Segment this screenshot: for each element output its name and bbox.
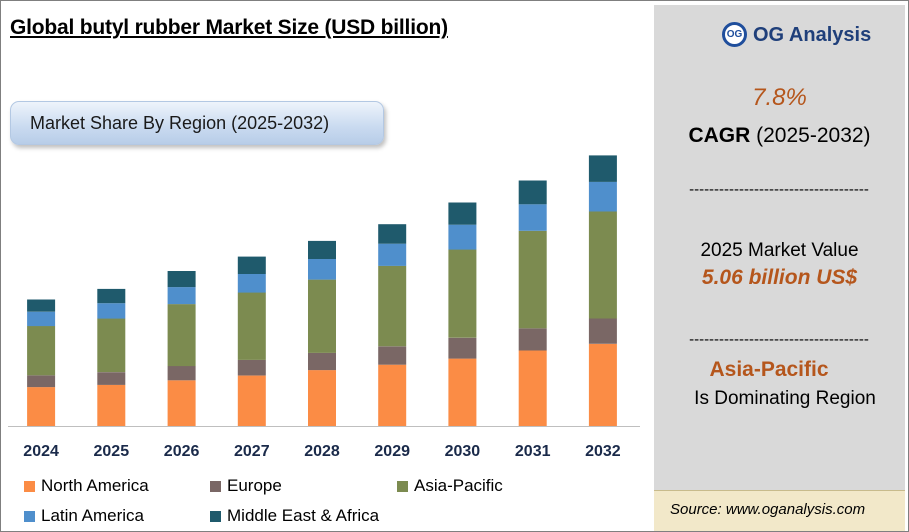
- bar-2028-asia-pacific: [308, 279, 336, 353]
- legend-label: North America: [41, 476, 149, 495]
- bar-2024-north-america: [27, 387, 56, 426]
- bar-2032-middle-east-africa: [588, 155, 617, 182]
- bar-2029-middle-east-africa: [378, 224, 407, 244]
- bar-2031-middle-east-africa: [518, 180, 547, 205]
- legend-label: Asia-Pacific: [414, 476, 503, 495]
- bar-2025-europe: [97, 372, 126, 385]
- bar-2031-latin-america: [518, 204, 547, 231]
- bar-2025-asia-pacific: [97, 318, 126, 373]
- logo-text: OG Analysis: [753, 24, 872, 46]
- chart-title: Global butyl rubber Market Size (USD bil…: [10, 16, 448, 39]
- cagr-label-bold: CAGR: [688, 124, 751, 147]
- bar-2025-middle-east-africa: [97, 288, 126, 304]
- market-share-pill: Market Share By Region (2025-2032): [10, 101, 384, 145]
- dominating-region-name: Asia-Pacific: [709, 358, 829, 381]
- source-box: Source: www.oganalysis.com: [654, 490, 905, 531]
- legend-label: Latin America: [41, 506, 144, 525]
- bar-2024-latin-america: [27, 311, 56, 327]
- x-tick-label: 2024: [23, 443, 59, 460]
- x-tick-label: 2031: [515, 443, 551, 460]
- stacked-bar-chart: 2024 2025 2026 2027 2028 2029 2030 2031 2032: [8, 155, 640, 460]
- x-tick-label: 2032: [585, 443, 621, 460]
- bar-2027-europe: [237, 359, 266, 376]
- og-analysis-logo: OG OG Analysis: [722, 21, 882, 53]
- dominating-region-label: Is Dominating Region: [694, 388, 876, 409]
- legend-swatch: [210, 480, 221, 492]
- x-tick-label: 2025: [94, 443, 130, 460]
- bar-2026-latin-america: [167, 287, 196, 305]
- bar-2028-north-america: [308, 370, 336, 426]
- bar-2029-latin-america: [378, 243, 407, 266]
- bar-2028-middle-east-africa: [308, 240, 336, 259]
- cagr-label: CAGR (2025-2032): [654, 124, 905, 148]
- legend-swatch: [210, 510, 221, 522]
- x-tick-label: 2027: [234, 443, 270, 460]
- bar-2026-north-america: [167, 380, 196, 426]
- bar-2024-middle-east-africa: [27, 299, 56, 312]
- divider-2: ------------------------------------: [689, 331, 869, 348]
- bar-2030-asia-pacific: [448, 249, 477, 338]
- bar-2027-latin-america: [237, 274, 266, 293]
- legend-item: Latin America: [24, 506, 144, 526]
- chart-legend: North America Europe Asia-Pacific Latin Ame…: [0, 470, 650, 530]
- bar-2032-north-america: [588, 343, 617, 426]
- legend-item: Asia-Pacific: [397, 476, 503, 496]
- bar-2031-europe: [518, 328, 547, 351]
- source-text: Source: www.oganalysis.com: [670, 501, 866, 518]
- bar-2026-europe: [167, 366, 196, 381]
- summary-panel: [654, 5, 905, 530]
- bar-2027-middle-east-africa: [237, 256, 266, 274]
- bar-2030-latin-america: [448, 224, 477, 250]
- bar-2024-asia-pacific: [27, 326, 56, 376]
- divider-1: ------------------------------------: [689, 181, 869, 198]
- x-tick-label: 2028: [304, 443, 340, 460]
- legend-label: Europe: [227, 476, 282, 495]
- bar-2026-middle-east-africa: [167, 271, 196, 288]
- bar-2032-europe: [588, 318, 617, 344]
- legend-swatch: [397, 480, 408, 492]
- legend-swatch: [24, 480, 35, 492]
- bar-2027-north-america: [237, 375, 266, 426]
- bar-2029-asia-pacific: [378, 265, 407, 347]
- x-tick-label: 2030: [445, 443, 481, 460]
- legend-item: Middle East & Africa: [210, 506, 379, 526]
- bar-2031-north-america: [518, 350, 547, 426]
- market-value-label: 2025 Market Value: [700, 240, 859, 261]
- og-logo-icon: OG: [722, 22, 747, 47]
- bar-2032-latin-america: [588, 181, 617, 212]
- bar-2028-europe: [308, 352, 336, 371]
- legend-item: Europe: [210, 476, 282, 496]
- bar-2025-north-america: [97, 384, 126, 426]
- bar-2028-latin-america: [308, 259, 336, 280]
- bar-2024-europe: [27, 375, 56, 388]
- legend-item: North America: [24, 476, 149, 496]
- x-tick-label: 2029: [374, 443, 410, 460]
- bar-2031-asia-pacific: [518, 230, 547, 329]
- cagr-label-period: (2025-2032): [750, 124, 871, 147]
- legend-swatch: [24, 510, 35, 522]
- market-value: 5.06 billion US$: [701, 266, 858, 289]
- bar-2029-europe: [378, 346, 407, 365]
- bar-2025-latin-america: [97, 303, 126, 319]
- bar-2027-asia-pacific: [237, 292, 266, 360]
- bar-2030-middle-east-africa: [448, 202, 477, 225]
- bar-2029-north-america: [378, 364, 407, 426]
- market-share-pill-label: Market Share By Region (2025-2032): [30, 113, 330, 133]
- legend-label: Middle East & Africa: [227, 506, 380, 525]
- bar-2030-north-america: [448, 358, 477, 426]
- bar-2026-asia-pacific: [167, 304, 196, 367]
- bar-2030-europe: [448, 337, 477, 359]
- x-tick-label: 2026: [164, 443, 200, 460]
- cagr-value: 7.8%: [752, 84, 807, 111]
- bar-2032-asia-pacific: [588, 211, 617, 319]
